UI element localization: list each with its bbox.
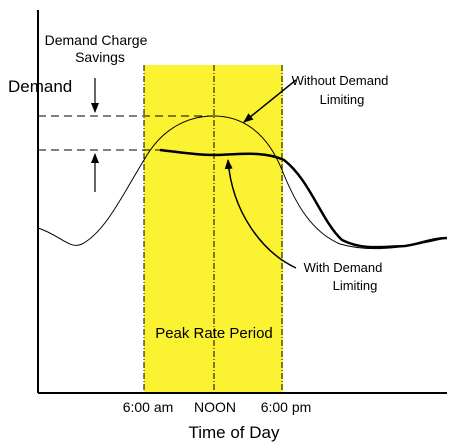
- with-demand-limiting-label-line2: Limiting: [333, 278, 378, 293]
- x-tick-label-noon: NOON: [194, 399, 236, 415]
- x-tick-label-6am: 6:00 am: [123, 399, 174, 415]
- x-axis-label: Time of Day: [188, 423, 280, 442]
- without-callout-arrow: [243, 79, 297, 123]
- without-demand-limiting-label-line2: Limiting: [320, 92, 365, 107]
- without-demand-limiting-label-line1: Without Demand: [292, 73, 389, 88]
- x-tick-label-6pm: 6:00 pm: [261, 399, 312, 415]
- with-callout-arrow: [224, 159, 297, 269]
- peak-rate-period-label: Peak Rate Period: [155, 325, 273, 342]
- demand-charge-savings-label-line1: Demand Charge: [45, 32, 148, 48]
- series-with-demand-limiting: [159, 148, 448, 249]
- y-axis-label: Demand: [8, 77, 72, 96]
- demand-charge-savings-label-line2: Savings: [75, 49, 125, 65]
- with-demand-limiting-label-line1: With Demand: [304, 260, 383, 275]
- series-without-demand-limiting: [37, 115, 448, 250]
